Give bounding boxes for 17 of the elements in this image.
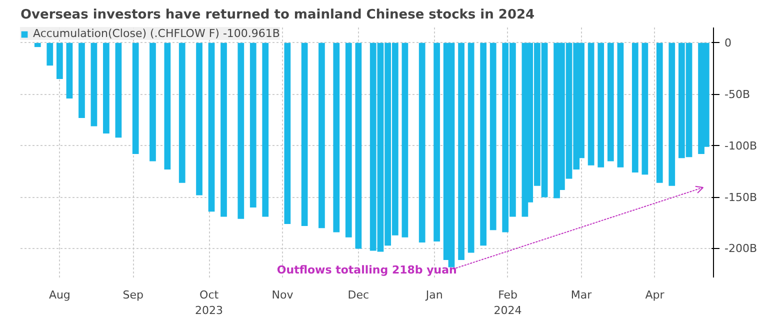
x-tick-label: Apr bbox=[645, 288, 665, 302]
x-tick-label: Dec bbox=[348, 288, 370, 302]
y-tick-label: -150B bbox=[724, 190, 758, 204]
y-tick-label: -200B bbox=[724, 242, 758, 256]
y-tick-label: 0 bbox=[724, 36, 732, 50]
x-tick-label: Jan bbox=[424, 288, 443, 302]
legend-label: Accumulation(Close) (.CHFLOW F) -100.961B bbox=[33, 27, 280, 40]
y-tick-label: -50B bbox=[724, 88, 750, 101]
x-tick-label: Oct 2023 bbox=[195, 288, 224, 318]
annotation: Outflows totalling 218b yuan bbox=[276, 264, 457, 276]
chart-title: Overseas investors have returned to mainland Chinese stocks in 2024 bbox=[20, 8, 535, 22]
x-tick-label: Mar bbox=[570, 288, 592, 302]
y-tick-label: -100B bbox=[724, 139, 758, 152]
x-tick-label: Nov bbox=[272, 288, 294, 302]
x-tick-label: Sep bbox=[122, 288, 144, 302]
x-tick-label: Feb 2024 bbox=[494, 288, 522, 318]
x-tick-label: Aug bbox=[48, 288, 70, 302]
